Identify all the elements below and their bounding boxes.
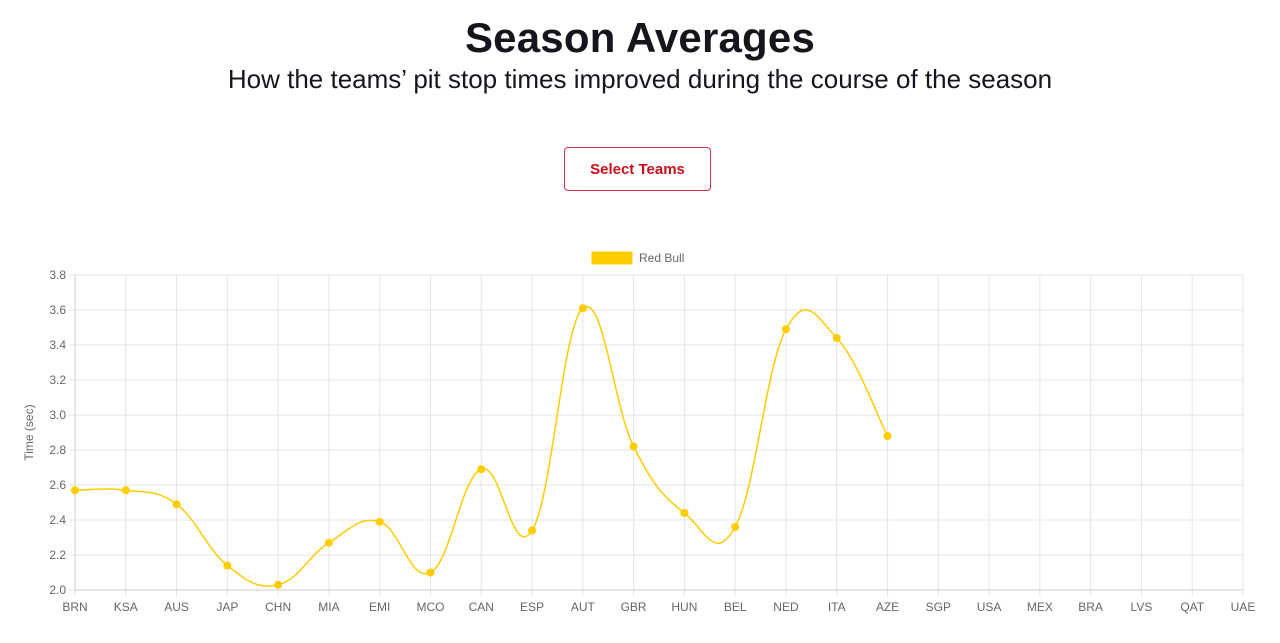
data-point[interactable] (324, 538, 333, 547)
x-tick-label: ITA (828, 600, 846, 614)
data-point[interactable] (172, 500, 181, 509)
y-tick-label: 2.2 (49, 548, 66, 562)
data-point[interactable] (121, 486, 130, 495)
data-point[interactable] (274, 580, 283, 589)
x-tick-label: MEX (1027, 600, 1053, 614)
x-tick-label: KSA (114, 600, 138, 614)
data-point[interactable] (426, 568, 435, 577)
y-tick-label: 3.8 (49, 268, 66, 282)
x-tick-label: BRA (1078, 600, 1103, 614)
legend-label[interactable]: Red Bull (639, 251, 684, 265)
data-point[interactable] (680, 509, 689, 517)
x-tick-label: AZE (876, 600, 899, 614)
x-tick-label: NED (773, 600, 799, 614)
data-point[interactable] (578, 304, 587, 313)
chart-series (71, 304, 892, 589)
data-point[interactable] (477, 465, 486, 474)
series-line-red-bull (74, 305, 889, 587)
x-tick-label: QAT (1180, 600, 1204, 614)
x-tick-label: ESP (520, 600, 544, 614)
y-axis-title: Time (sec) (22, 404, 36, 460)
x-tick-label: AUT (571, 600, 596, 614)
chart-grid (69, 274, 1244, 596)
y-tick-label: 3.4 (49, 338, 66, 352)
x-tick-label: AUS (164, 600, 189, 614)
data-point[interactable] (71, 486, 79, 495)
x-tick-label: BRN (62, 600, 87, 614)
y-tick-label: 2.8 (49, 443, 66, 457)
data-point[interactable] (528, 526, 537, 535)
data-point[interactable] (629, 442, 638, 451)
x-tick-label: MCO (416, 600, 444, 614)
data-point[interactable] (731, 523, 740, 531)
data-point[interactable] (781, 325, 790, 334)
x-tick-label: LVS (1131, 600, 1153, 614)
y-tick-label: 3.0 (49, 408, 66, 422)
data-point[interactable] (223, 561, 232, 570)
x-tick-label: GBR (621, 600, 647, 614)
y-tick-label: 3.2 (49, 373, 66, 387)
y-tick-label: 2.4 (49, 513, 66, 527)
x-tick-label: UAE (1231, 600, 1256, 614)
data-point[interactable] (832, 334, 841, 342)
x-tick-label: BEL (724, 600, 747, 614)
y-tick-label: 2.0 (49, 583, 66, 597)
y-tick-label: 3.6 (49, 303, 66, 317)
x-tick-label: SGP (926, 600, 951, 614)
x-tick-label: HUN (671, 600, 697, 614)
page-title: Season Averages (464, 14, 816, 61)
x-tick-label: CHN (265, 600, 291, 614)
legend-swatch[interactable] (591, 251, 633, 265)
x-tick-label: MIA (318, 600, 339, 614)
x-tick-label: EMI (369, 600, 390, 614)
chart-legend[interactable]: Red Bull (591, 251, 684, 265)
x-tick-label: CAN (469, 600, 494, 614)
y-tick-label: 2.6 (49, 478, 66, 492)
x-tick-label: USA (977, 600, 1002, 614)
page-subtitle: How the teams’ pit stop times improved d… (227, 64, 1053, 94)
data-point[interactable] (375, 517, 384, 526)
data-point[interactable] (883, 432, 892, 440)
chart-axes: 2.0 2.2 2.4 2.6 2.8 3.0 3.2 3.4 3.6 3.8 BRN KSA AUS J… (22, 268, 1255, 614)
select-teams-button[interactable]: Select Teams (564, 147, 711, 191)
x-tick-label: JAP (216, 600, 238, 614)
